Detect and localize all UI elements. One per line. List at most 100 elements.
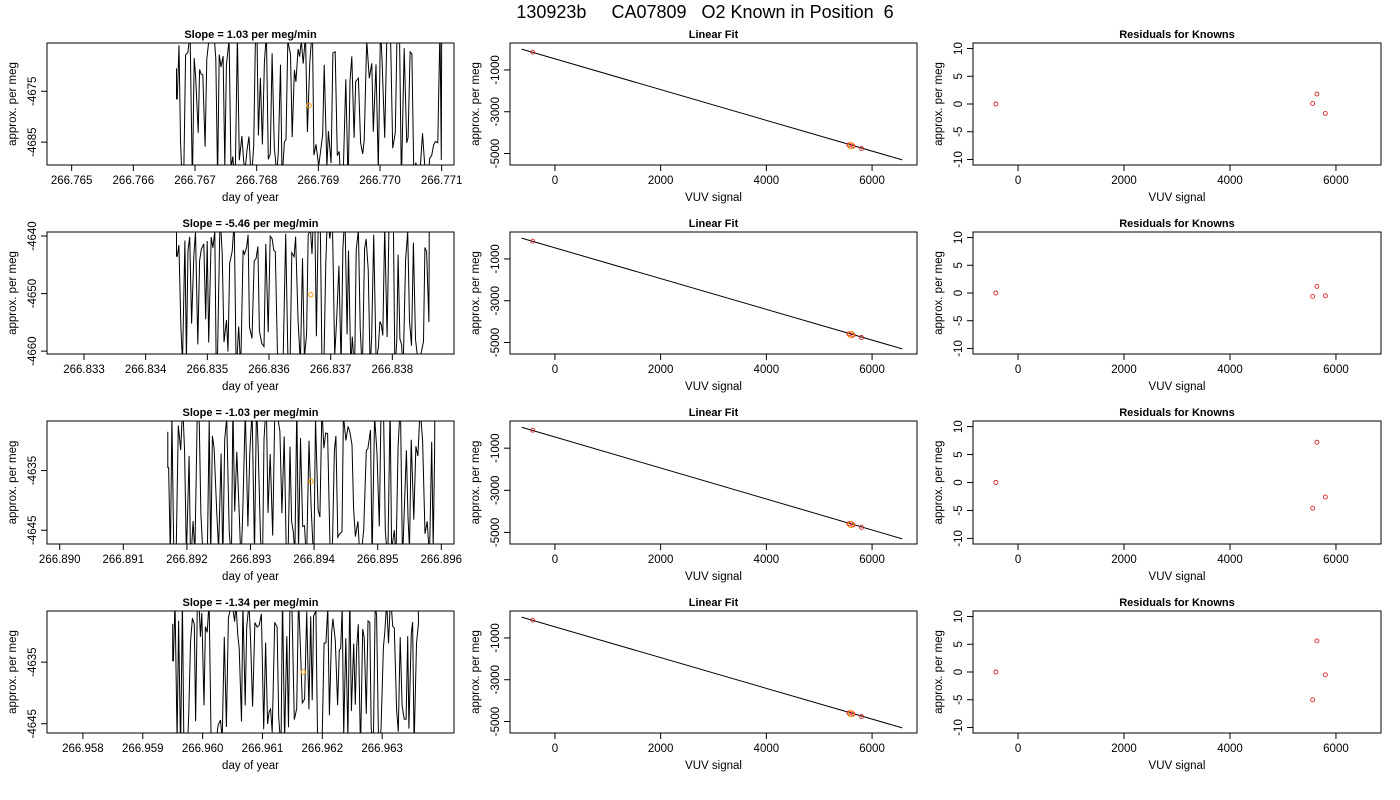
y-axis-label: approx. per meg [933, 441, 945, 525]
y-tick-label: -4645 [27, 709, 39, 738]
x-tick-label: 2000 [648, 175, 674, 187]
data-point [993, 290, 999, 296]
panels-container: Slope = 1.03 per meg/min 266.765 266.766 26… [7, 29, 1382, 772]
x-axis-label: VUV signal [685, 760, 742, 772]
chart-panel-r3c0: Slope = -1.34 per meg/min 266.958 266.959 2… [7, 597, 455, 772]
x-tick-label: 6000 [859, 743, 885, 755]
data-point [859, 335, 864, 340]
y-tick-label: 10 [953, 420, 965, 433]
plot-area [993, 439, 1328, 511]
y-axis-label: approx. per meg [933, 251, 945, 335]
x-tick-label: 0 [552, 364, 558, 376]
x-tick-label: 266.765 [51, 175, 93, 187]
panel-title: Linear Fit [689, 29, 739, 41]
x-axis-label: VUV signal [1149, 571, 1206, 583]
plot-area [521, 616, 903, 729]
data-point [850, 711, 856, 717]
x-tick-label: 6000 [859, 364, 885, 376]
fit-line [521, 616, 903, 729]
chart-panel-r3c1: Linear Fit 0 2000 4000 6000 -5000 -3000 -1000 VU… [470, 597, 918, 772]
plot-frame [509, 42, 918, 166]
chart-panel-r2c2: Residuals for Knowns 0 2000 4000 6000 -10 -5 0 5… [933, 407, 1382, 583]
data-point [1322, 293, 1328, 299]
data-point [1310, 293, 1316, 299]
y-tick-label: -10 [953, 530, 965, 547]
y-tick-label: -5000 [490, 139, 502, 168]
y-tick-label: 10 [953, 610, 965, 623]
x-tick-label: 6000 [1323, 175, 1349, 187]
plot-area [993, 91, 1328, 116]
figure-title: 130923b CA07809 O2 Known in Position 6 [516, 2, 893, 22]
panel-title: Residuals for Knowns [1119, 597, 1235, 609]
data-point [850, 332, 856, 338]
x-tick-label: 0 [1015, 175, 1021, 187]
plot-frame [972, 231, 1382, 355]
x-tick-label: 6000 [859, 554, 885, 566]
x-tick-label: 0 [552, 743, 558, 755]
panel-title: Linear Fit [689, 407, 739, 419]
x-axis-label: day of year [222, 381, 279, 393]
x-tick-label: 6000 [859, 175, 885, 187]
y-tick-label: -1000 [490, 244, 502, 273]
series-line [167, 421, 436, 544]
y-tick-label: -10 [953, 151, 965, 168]
panel-title: Slope = -1.03 per meg/min [182, 407, 318, 419]
y-tick-label: 5 [953, 451, 965, 457]
x-tick-label: 266.962 [302, 743, 344, 755]
x-tick-label: 266.771 [421, 175, 463, 187]
y-tick-label: -4650 [27, 279, 39, 308]
y-tick-label: 5 [953, 73, 965, 79]
data-point [846, 142, 852, 148]
x-tick-label: 266.958 [62, 743, 104, 755]
y-axis-label: approx. per meg [933, 62, 945, 146]
data-point [850, 143, 856, 149]
y-tick-label: -10 [953, 340, 965, 357]
y-axis-label: approx. per meg [7, 630, 19, 714]
x-tick-label: 266.768 [236, 175, 278, 187]
mean-marker [300, 669, 306, 675]
data-point [1322, 494, 1328, 500]
y-tick-label: 5 [953, 262, 965, 268]
plot-area [521, 48, 903, 161]
y-tick-label: 10 [953, 231, 965, 244]
x-tick-label: 266.960 [182, 743, 224, 755]
y-tick-label: -3000 [490, 476, 502, 505]
x-tick-label: 2000 [1111, 175, 1137, 187]
data-point [846, 331, 852, 337]
chart-panel-r0c2: Residuals for Knowns 0 2000 4000 6000 -10 -5 0 5… [933, 29, 1382, 204]
chart-panel-r3c2: Residuals for Knowns 0 2000 4000 6000 -10 -5 0 5… [933, 597, 1382, 772]
y-tick-label: -4660 [27, 336, 39, 365]
data-point [850, 522, 856, 528]
fit-line [521, 237, 903, 350]
plot-frame [46, 231, 455, 355]
y-tick-label: -4675 [27, 77, 39, 106]
chart-panel-r1c0: Slope = -5.46 per meg/min 266.833 266.834 2… [7, 218, 455, 393]
orange-point [847, 520, 855, 529]
data-point [530, 49, 536, 55]
x-tick-label: 266.833 [63, 364, 105, 376]
y-tick-label: 0 [953, 290, 965, 296]
x-tick-label: 4000 [1217, 175, 1243, 187]
panel-title: Slope = -5.46 per meg/min [182, 218, 318, 230]
data-point [859, 524, 864, 530]
x-tick-label: 0 [1015, 743, 1021, 755]
x-tick-label: 266.835 [187, 364, 229, 376]
data-point [1314, 638, 1320, 644]
x-tick-label: 0 [1015, 554, 1021, 566]
data-point [530, 617, 536, 623]
data-point [1314, 283, 1320, 289]
x-tick-label: 266.963 [361, 743, 403, 755]
y-tick-label: -5 [953, 316, 965, 326]
x-tick-label: 2000 [1111, 364, 1137, 376]
data-point [1314, 91, 1320, 97]
plot-area [176, 43, 443, 165]
x-tick-label: 266.836 [248, 364, 290, 376]
fit-line [521, 426, 903, 540]
orange-point [847, 330, 855, 339]
plot-frame [972, 610, 1382, 734]
x-tick-label: 266.769 [298, 175, 340, 187]
data-point [846, 521, 852, 527]
x-tick-label: 266.890 [39, 554, 81, 566]
plot-frame [509, 420, 918, 545]
